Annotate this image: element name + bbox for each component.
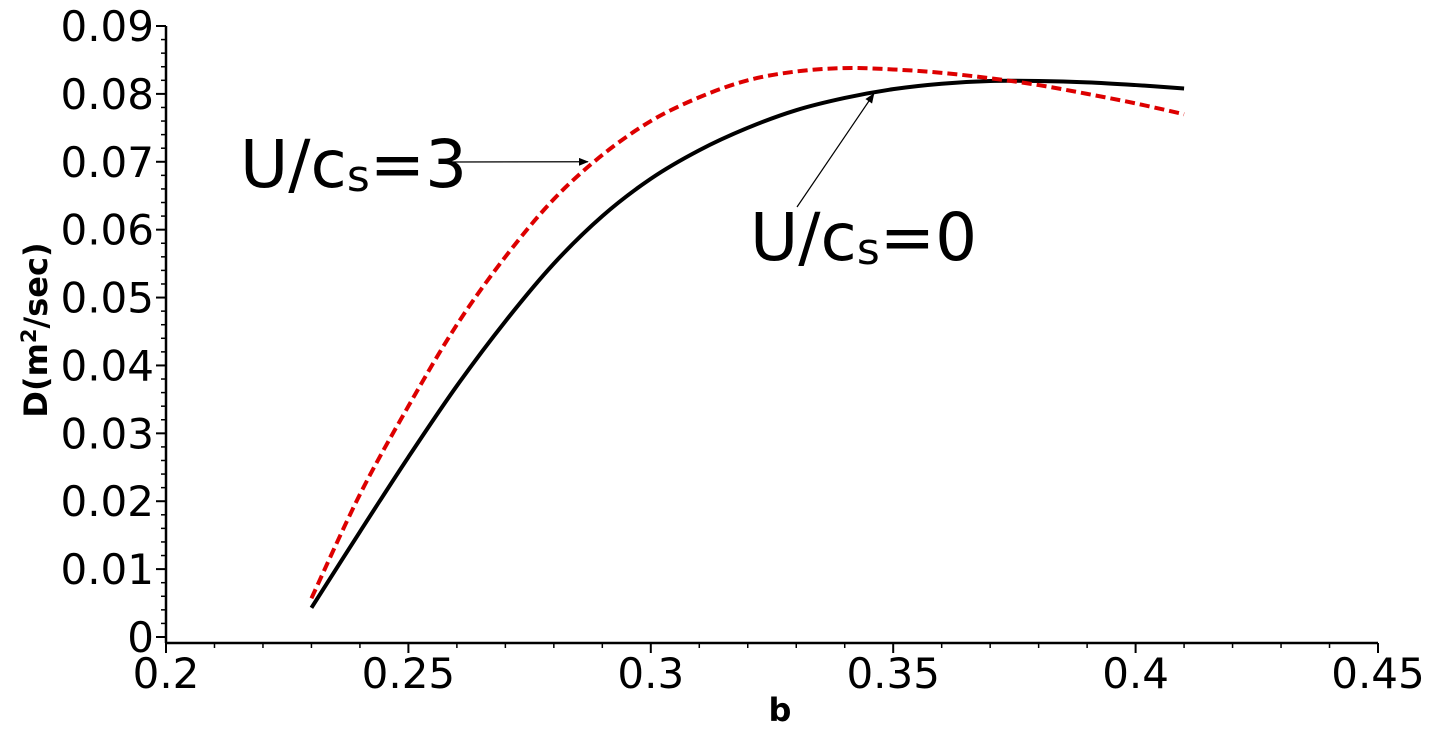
- y-axis-label-main: D(m: [17, 343, 55, 418]
- x-tick-label: 0.4: [1102, 649, 1169, 698]
- series-line-u3: [309, 66, 1185, 600]
- y-tick-label: 0.04: [60, 341, 154, 390]
- annotation-u0-sub: s: [857, 224, 880, 275]
- y-tick-label: 0.01: [60, 545, 154, 594]
- y-tick-label: 0.03: [60, 409, 154, 458]
- x-tick-label: 0.25: [362, 649, 456, 698]
- y-tick-label: 0.02: [60, 477, 154, 526]
- y-axis-label: D(m2/sec): [17, 242, 55, 417]
- y-tick-label: 0.05: [60, 274, 154, 323]
- annotation-u3-prefix: U/c: [240, 126, 347, 203]
- x-tick-label: 0.35: [846, 649, 940, 698]
- x-axis-ticks: [165, 643, 1379, 653]
- y-axis-label-tail: /sec): [17, 242, 55, 328]
- annotation-u3: U/cs=3: [240, 126, 467, 203]
- annotation-u0-prefix: U/c: [750, 199, 857, 276]
- y-tick-label: 0.08: [60, 70, 154, 119]
- y-tick-label: 0: [127, 613, 154, 662]
- y-axis-tick-labels: 0 0.01 0.02 0.03 0.04 0.05 0.06 0.07 0.08 0.09: [60, 2, 154, 662]
- annotation-u0: U/cs=0: [750, 199, 977, 276]
- x-tick-label: 0.2: [133, 649, 200, 698]
- series-layer: [309, 66, 1185, 609]
- annotation-u3-suffix: =3: [370, 126, 467, 203]
- x-axis-label: b: [769, 691, 792, 729]
- x-tick-label: 0.3: [617, 649, 684, 698]
- y-tick-label: 0.06: [60, 206, 154, 255]
- annotation-arrow-u0: [796, 93, 875, 208]
- x-tick-label: 0.45: [1331, 649, 1425, 698]
- annotation-u3-sub: s: [347, 151, 370, 202]
- y-axis-label-sup: 2: [17, 328, 41, 343]
- annotation-u0-suffix: =0: [880, 199, 977, 276]
- y-tick-label: 0.07: [60, 138, 154, 187]
- y-axis-ticks: [156, 25, 166, 638]
- x-axis-tick-labels: 0.2 0.25 0.3 0.35 0.4 0.45: [133, 649, 1425, 698]
- series-line-u0: [309, 78, 1185, 609]
- y-tick-label: 0.09: [60, 2, 154, 51]
